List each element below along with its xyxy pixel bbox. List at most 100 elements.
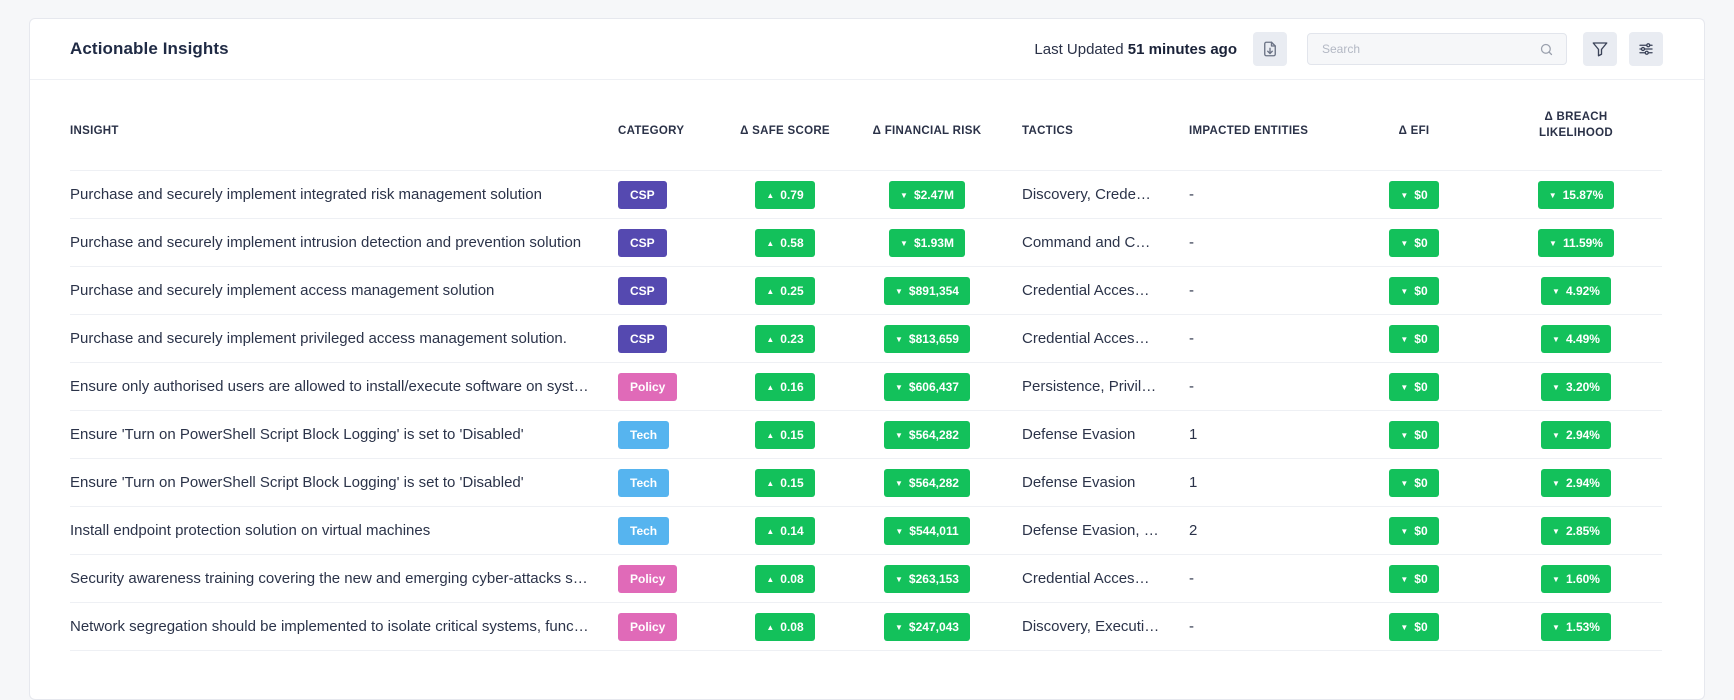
financial-risk-badge: ▼ $564,282	[884, 468, 970, 497]
insight-cell[interactable]: Purchase and securely implement access m…	[70, 266, 618, 315]
insight-cell[interactable]: Security awareness training covering the…	[70, 554, 618, 603]
arrow-down-icon: ▼	[1400, 622, 1409, 632]
breach-likelihood-badge: ▼ 2.85%	[1541, 516, 1611, 545]
table-row[interactable]: Purchase and securely implement access m…	[70, 266, 1662, 315]
breach-likelihood-badge: ▼ 2.94%	[1541, 420, 1611, 449]
efi-badge: ▼ $0	[1389, 468, 1439, 497]
tactics-cell: Credential Acces…	[1002, 314, 1188, 363]
financial-risk-badge: ▼ $247,043	[884, 612, 970, 641]
impacted-entities-cell: 1	[1188, 458, 1338, 507]
financial-risk-cell: ▼ $2.47M	[852, 170, 1002, 219]
search-icon[interactable]	[1539, 42, 1554, 57]
filter-icon	[1592, 42, 1608, 57]
arrow-down-icon: ▼	[1400, 430, 1409, 440]
tactics-cell: Credential Acces…	[1002, 266, 1188, 315]
arrow-down-icon: ▼	[900, 190, 908, 200]
column-tactics[interactable]: TACTICS	[1002, 80, 1188, 171]
financial-risk-cell: ▼ $1.93M	[852, 218, 1002, 267]
safe-score-badge: ▲ 0.08	[755, 564, 815, 593]
column-efi[interactable]: Δ EFI	[1338, 80, 1490, 171]
category-badge: CSP	[618, 228, 667, 257]
financial-risk-badge: ▼ $891,354	[884, 276, 970, 305]
breach-likelihood-cell: ▼ 4.49%	[1490, 314, 1662, 363]
safe-score-cell: ▲ 0.58	[718, 218, 852, 267]
efi-cell: ▼ $0	[1338, 602, 1490, 651]
breach-likelihood-cell: ▼ 2.85%	[1490, 506, 1662, 555]
financial-risk-cell: ▼ $564,282	[852, 410, 1002, 459]
arrow-down-icon: ▼	[1400, 478, 1409, 488]
efi-cell: ▼ $0	[1338, 362, 1490, 411]
table-row[interactable]: Network segregation should be implemente…	[70, 602, 1662, 651]
settings-sliders-button[interactable]	[1629, 32, 1663, 66]
category-badge: Policy	[618, 612, 678, 641]
category-cell: Policy	[618, 362, 718, 411]
tactics-cell: Defense Evasion	[1002, 410, 1188, 459]
efi-badge: ▼ $0	[1389, 612, 1439, 641]
last-updated: Last Updated 51 minutes ago	[1034, 41, 1237, 58]
breach-likelihood-badge: ▼ 1.53%	[1541, 612, 1611, 641]
breach-likelihood-badge: ▼ 15.87%	[1537, 180, 1615, 209]
column-safe-score[interactable]: Δ SAFE SCORE	[718, 80, 852, 171]
column-financial-risk[interactable]: Δ FINANCIAL RISK	[852, 80, 1002, 171]
breach-likelihood-badge: ▼ 3.20%	[1541, 372, 1611, 401]
table-row[interactable]: Ensure 'Turn on PowerShell Script Block …	[70, 458, 1662, 507]
efi-cell: ▼ $0	[1338, 410, 1490, 459]
arrow-down-icon: ▼	[1548, 190, 1557, 200]
column-breach-likelihood[interactable]: Δ BREACH LIKELIHOOD	[1490, 80, 1662, 171]
insight-cell[interactable]: Ensure 'Turn on PowerShell Script Block …	[70, 458, 618, 507]
breach-likelihood-cell: ▼ 1.60%	[1490, 554, 1662, 603]
impacted-entities-cell: -	[1188, 266, 1338, 315]
last-updated-value: 51 minutes ago	[1127, 40, 1237, 58]
insight-cell[interactable]: Purchase and securely implement intrusio…	[70, 218, 618, 267]
impacted-entities-cell: -	[1188, 362, 1338, 411]
column-insight[interactable]: INSIGHT	[70, 80, 618, 171]
safe-score-badge: ▲ 0.08	[755, 612, 815, 641]
tactics-cell: Credential Acces…	[1002, 554, 1188, 603]
insight-cell[interactable]: Network segregation should be implemente…	[70, 602, 618, 651]
category-cell: CSP	[618, 170, 718, 219]
breach-likelihood-cell: ▼ 3.20%	[1490, 362, 1662, 411]
arrow-down-icon: ▼	[895, 334, 903, 344]
insight-cell[interactable]: Install endpoint protection solution on …	[70, 506, 618, 555]
arrow-down-icon: ▼	[895, 574, 903, 584]
breach-likelihood-badge: ▼ 4.92%	[1541, 276, 1611, 305]
arrow-up-icon: ▲	[766, 478, 775, 488]
table-row[interactable]: Purchase and securely implement integrat…	[70, 170, 1662, 219]
filter-button[interactable]	[1583, 32, 1617, 66]
table-row[interactable]: Purchase and securely implement privileg…	[70, 314, 1662, 363]
insight-cell[interactable]: Purchase and securely implement integrat…	[70, 170, 618, 219]
table-row[interactable]: Security awareness training covering the…	[70, 554, 1662, 603]
table-row[interactable]: Install endpoint protection solution on …	[70, 506, 1662, 555]
safe-score-badge: ▲ 0.23	[755, 324, 815, 353]
category-badge: Policy	[618, 564, 678, 593]
breach-likelihood-cell: ▼ 4.92%	[1490, 266, 1662, 315]
table-row[interactable]: Ensure only authorised users are allowed…	[70, 362, 1662, 411]
category-cell: CSP	[618, 218, 718, 267]
financial-risk-badge: ▼ $544,011	[884, 516, 970, 545]
financial-risk-badge: ▼ $564,282	[884, 420, 970, 449]
arrow-down-icon: ▼	[1552, 382, 1560, 392]
category-badge: Tech	[618, 516, 670, 545]
insight-cell[interactable]: Purchase and securely implement privileg…	[70, 314, 618, 363]
category-cell: Policy	[618, 554, 718, 603]
efi-badge: ▼ $0	[1389, 516, 1439, 545]
search-input[interactable]	[1320, 41, 1539, 57]
arrow-down-icon: ▼	[900, 238, 908, 248]
column-impacted-entities[interactable]: IMPACTED ENTITIES	[1188, 80, 1338, 171]
table-row[interactable]: Ensure 'Turn on PowerShell Script Block …	[70, 410, 1662, 459]
breach-likelihood-cell: ▼ 15.87%	[1490, 170, 1662, 219]
category-badge: Tech	[618, 420, 670, 449]
insight-cell[interactable]: Ensure only authorised users are allowed…	[70, 362, 618, 411]
category-cell: CSP	[618, 314, 718, 363]
financial-risk-badge: ▼ $2.47M	[889, 180, 965, 209]
arrow-down-icon: ▼	[1400, 286, 1409, 296]
insights-table: INSIGHT CATEGORY Δ SAFE SCORE Δ FINANCIA…	[70, 80, 1662, 651]
category-badge: Policy	[618, 372, 678, 401]
column-category[interactable]: CATEGORY	[618, 80, 718, 171]
insight-cell[interactable]: Ensure 'Turn on PowerShell Script Block …	[70, 410, 618, 459]
table-row[interactable]: Purchase and securely implement intrusio…	[70, 218, 1662, 267]
breach-likelihood-badge: ▼ 1.60%	[1541, 564, 1611, 593]
safe-score-badge: ▲ 0.25	[755, 276, 815, 305]
export-button[interactable]	[1253, 32, 1287, 66]
arrow-up-icon: ▲	[766, 622, 775, 632]
